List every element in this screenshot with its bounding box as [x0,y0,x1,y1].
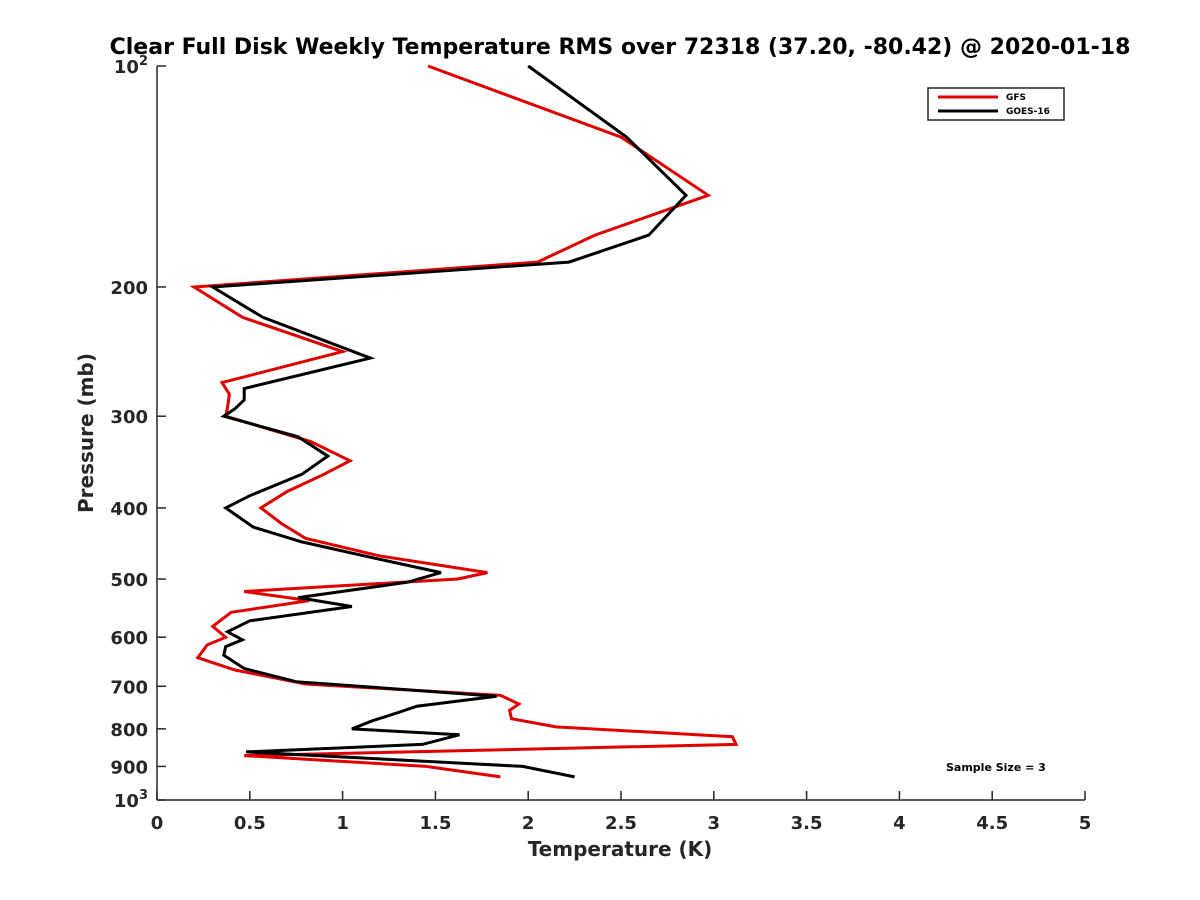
legend-label: GOES-16 [1006,107,1050,117]
y-tick-label: 500 [110,570,148,591]
series-lines [189,64,739,779]
y-tick-label: 102 [114,54,148,78]
legend: GFS GOES-16 [927,87,1065,121]
x-tick-label: 3 [708,813,721,834]
y-tick-label: 700 [110,677,148,698]
y-tick-label: 600 [110,628,148,649]
legend-box [927,87,1065,121]
y-tick-label: 200 [110,278,148,299]
x-tick-label: 2 [522,813,535,834]
y-tick-label: 400 [110,499,148,520]
y-tick-base: 10 [114,791,139,812]
x-tick-label: 1.5 [419,813,451,834]
sample-size-annotation: Sample Size = 3 [946,761,1046,774]
series-line-goes-16 [207,64,689,779]
x-ticks: 0 0.5 1 1.5 2 2.5 3 3.5 4 4.5 5 [151,791,1092,834]
y-tick-base: 10 [114,57,139,78]
x-tick-label: 0.5 [234,813,266,834]
y-tick-label: 103 [114,788,148,812]
legend-label: GFS [1006,93,1026,103]
x-tick-label: 1 [336,813,349,834]
x-tick-label: 3.5 [791,813,823,834]
y-axis-label: Pressure (mb) [74,353,98,513]
y-tick-label: 800 [110,720,148,741]
y-tick-exponent: 3 [139,788,148,803]
y-tick-label: 300 [110,407,148,428]
chart-title: Clear Full Disk Weekly Temperature RMS o… [110,35,1131,60]
series-line-gfs [189,64,739,779]
x-tick-label: 4 [893,813,906,834]
x-tick-label: 4.5 [976,813,1008,834]
x-axis-label: Temperature (K) [528,837,713,861]
x-tick-label: 2.5 [605,813,637,834]
y-tick-exponent: 2 [139,54,148,69]
x-tick-label: 5 [1079,813,1092,834]
x-tick-label: 0 [151,813,164,834]
y-tick-label: 900 [110,757,148,778]
